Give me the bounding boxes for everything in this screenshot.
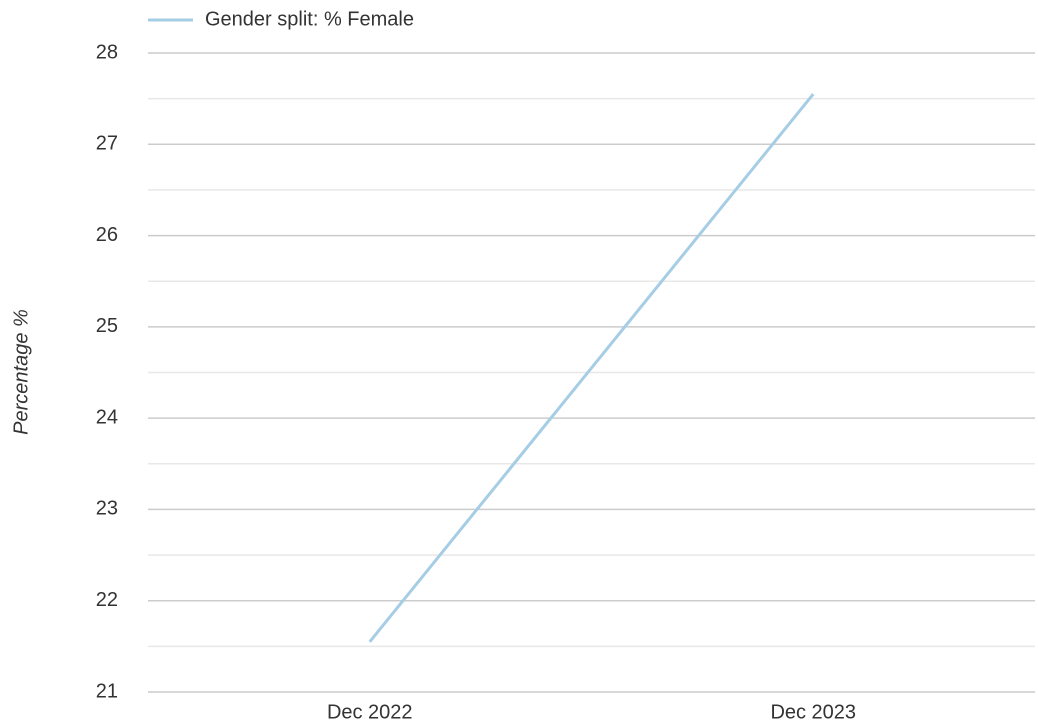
y-tick-label: 22 [96, 589, 118, 611]
y-tick-label: 27 [96, 133, 118, 155]
y-tick-label: 24 [96, 406, 118, 428]
y-tick-label: 26 [96, 224, 118, 246]
x-tick-label: Dec 2023 [770, 701, 856, 723]
legend-label: Gender split: % Female [205, 8, 414, 30]
y-tick-label: 25 [96, 315, 118, 337]
y-tick-label: 21 [96, 680, 118, 702]
y-tick-label: 23 [96, 498, 118, 520]
x-tick-label: Dec 2022 [327, 701, 413, 723]
y-tick-label: 28 [96, 41, 118, 63]
y-axis-label: Percentage % [10, 309, 32, 435]
line [368, 93, 815, 643]
